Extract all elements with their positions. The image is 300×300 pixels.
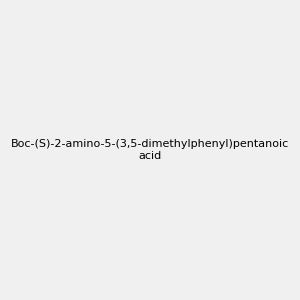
Text: Boc-(S)-2-amino-5-(3,5-dimethylphenyl)pentanoic acid: Boc-(S)-2-amino-5-(3,5-dimethylphenyl)pe… — [11, 139, 289, 161]
